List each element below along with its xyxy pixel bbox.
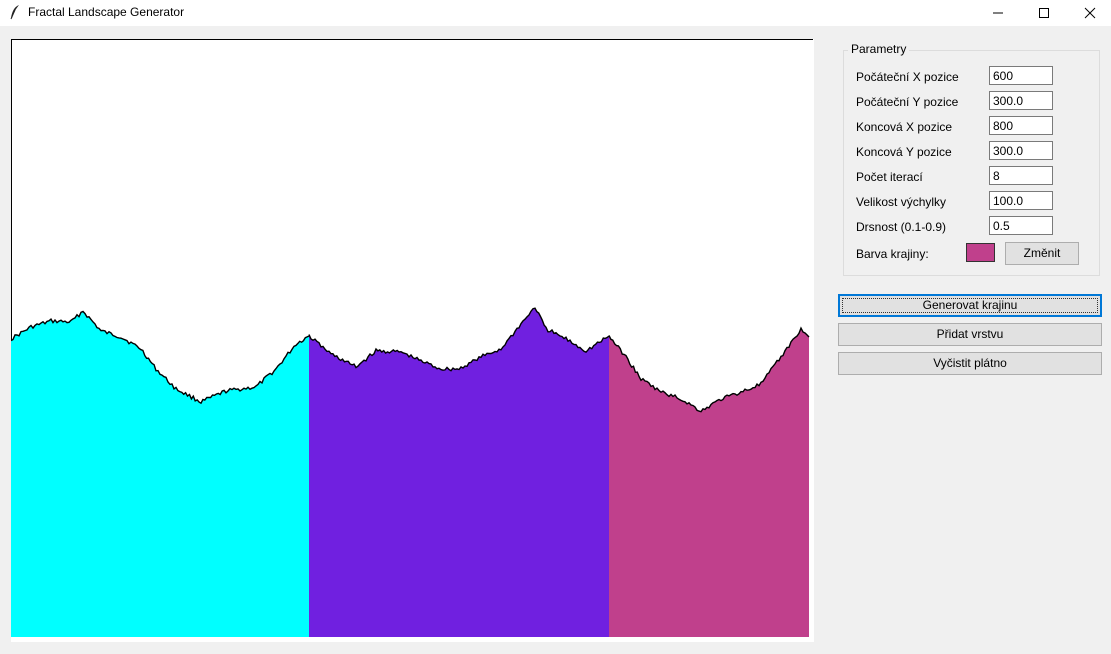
iterations-input[interactable]	[989, 166, 1053, 185]
landscape-layer-2	[309, 308, 609, 637]
end-x-label: Koncová X pozice	[856, 120, 953, 134]
generate-landscape-button[interactable]: Generovat krajinu	[838, 294, 1102, 317]
add-layer-button[interactable]: Přidat vrstvu	[838, 323, 1102, 346]
focus-ring	[842, 298, 1098, 313]
landscape-layer-1	[11, 311, 309, 637]
close-button[interactable]	[1067, 0, 1111, 26]
landscape-layer-3	[609, 328, 809, 637]
parameters-group	[843, 50, 1100, 276]
minimize-button[interactable]	[975, 0, 1021, 26]
end-y-label: Koncová Y pozice	[856, 145, 952, 159]
displacement-label: Velikost výchylky	[856, 195, 947, 209]
landscape-color-label: Barva krajiny:	[856, 247, 929, 261]
close-icon	[1084, 7, 1096, 19]
change-color-button[interactable]: Změnit	[1005, 242, 1079, 265]
displacement-input[interactable]	[989, 191, 1053, 210]
landscape-color-swatch	[966, 243, 995, 262]
start-y-input[interactable]	[989, 91, 1053, 110]
generate-landscape-label: Generovat krajinu	[922, 298, 1018, 312]
ridge-line-1	[11, 310, 310, 405]
parameters-group-title: Parametry	[848, 42, 910, 56]
maximize-button[interactable]	[1021, 0, 1067, 26]
start-x-input[interactable]	[989, 66, 1053, 85]
maximize-icon	[1039, 8, 1049, 18]
title-bar: Fractal Landscape Generator	[0, 0, 1111, 26]
ridge-line-2	[308, 307, 610, 372]
start-x-label: Počáteční X pozice	[856, 70, 959, 84]
end-x-input[interactable]	[989, 116, 1053, 135]
iterations-label: Počet iterací	[856, 170, 923, 184]
roughness-label: Drsnost (0.1-0.9)	[856, 220, 947, 234]
ridge-line-3	[608, 326, 810, 413]
clear-canvas-button[interactable]: Vyčistit plátno	[838, 352, 1102, 375]
feather-icon	[10, 5, 19, 20]
start-y-label: Počáteční Y pozice	[856, 95, 959, 109]
landscape-canvas[interactable]	[11, 39, 814, 642]
end-y-input[interactable]	[989, 141, 1053, 160]
minimize-icon	[993, 12, 1003, 14]
roughness-input[interactable]	[989, 216, 1053, 235]
window-title: Fractal Landscape Generator	[28, 5, 185, 19]
